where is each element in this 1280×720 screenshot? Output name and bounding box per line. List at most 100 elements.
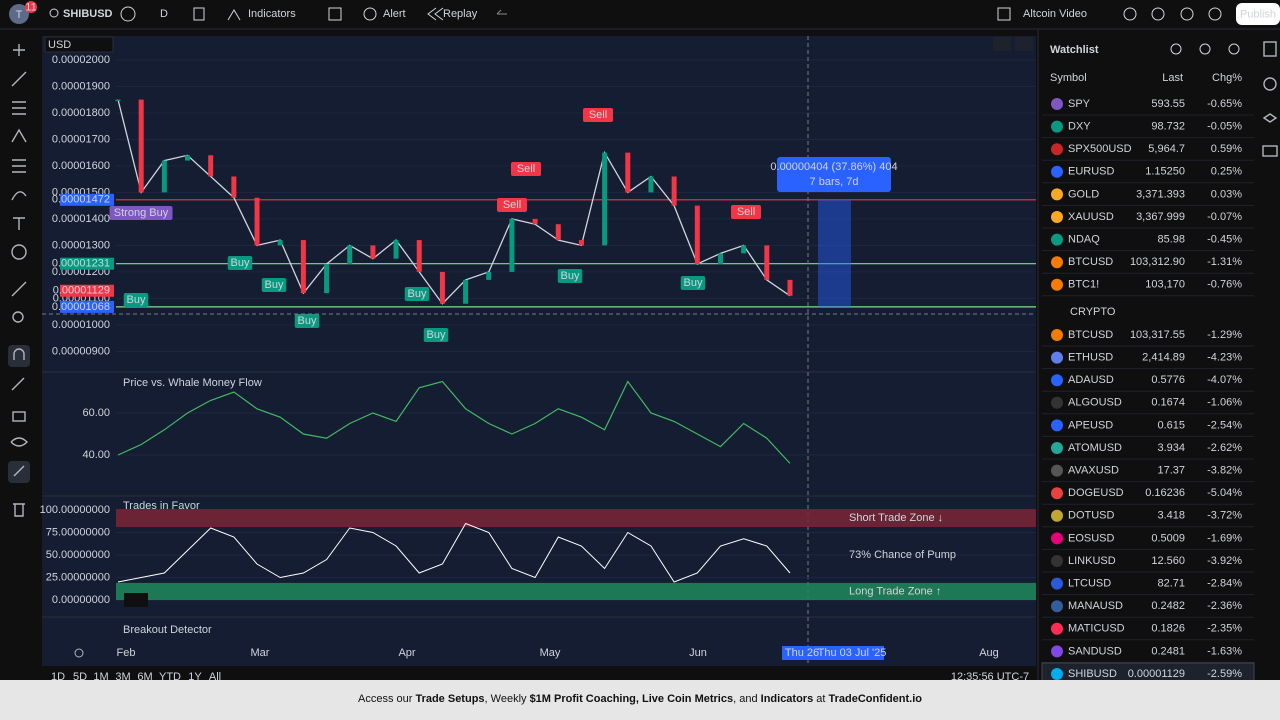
symbol-icon <box>1051 600 1063 613</box>
visibility-tool[interactable] <box>10 437 28 447</box>
candle <box>254 197 260 246</box>
symbol[interactable]: DXY <box>1068 121 1091 133</box>
currency-box[interactable] <box>44 36 114 53</box>
crosshair-tool[interactable] <box>13 44 25 56</box>
symbol[interactable]: SANDUSD <box>1068 645 1122 657</box>
watchlist-action[interactable] <box>1228 43 1240 55</box>
publish-box[interactable] <box>1236 3 1280 25</box>
symbol[interactable]: EURUSD <box>1068 166 1115 178</box>
lock-tool[interactable] <box>12 411 26 422</box>
measure-zone <box>818 199 851 307</box>
range-button[interactable]: 1M <box>93 671 108 683</box>
pattern-tool[interactable] <box>11 128 27 143</box>
watchlist-action[interactable] <box>1170 43 1182 55</box>
change: -1.69% <box>1207 532 1242 544</box>
settings-button[interactable] <box>1015 37 1033 51</box>
draw-lock[interactable] <box>11 377 25 391</box>
signal-label: Buy <box>231 257 250 269</box>
symbol-icon <box>1051 645 1063 658</box>
symbol[interactable]: EOSUSD <box>1068 532 1115 544</box>
range-button[interactable]: 6M <box>137 671 152 683</box>
symbol[interactable]: LTCUSD <box>1068 578 1111 590</box>
toolbar-icon[interactable] <box>1123 7 1137 21</box>
compare-button[interactable] <box>120 6 136 22</box>
range-button[interactable]: YTD <box>159 671 181 683</box>
section-label[interactable]: CRYPTO <box>1070 306 1116 318</box>
watchlist-action[interactable] <box>1199 43 1211 55</box>
range-button[interactable]: 1D <box>51 671 65 683</box>
alert-icon[interactable] <box>363 7 377 21</box>
range-button[interactable]: All <box>209 671 221 683</box>
avatar-letter[interactable]: T <box>16 9 23 21</box>
symbol[interactable]: APEUSD <box>1068 419 1113 431</box>
range-button[interactable]: 1Y <box>188 671 202 683</box>
toolbar-icon[interactable] <box>1208 7 1222 21</box>
magnet-active[interactable] <box>8 345 30 367</box>
link-tool[interactable] <box>13 465 25 477</box>
delete-tool[interactable] <box>13 503 25 517</box>
zoom-tool[interactable] <box>12 311 24 323</box>
layers-icon[interactable] <box>1262 113 1278 123</box>
range-button[interactable]: 3M <box>115 671 130 683</box>
symbol[interactable]: BTC1! <box>1068 279 1099 291</box>
magnet-tool[interactable] <box>13 348 25 360</box>
text-tool[interactable] <box>13 217 25 230</box>
time-settings[interactable] <box>74 648 84 658</box>
change: 0.03% <box>1211 188 1242 200</box>
symbol[interactable]: NDAQ <box>1068 234 1100 246</box>
publish-button[interactable]: Publish <box>1240 8 1276 20</box>
symbol[interactable]: BTCUSD <box>1068 329 1113 341</box>
y-tick-label: 25.00000000 <box>46 571 110 583</box>
change: -2.35% <box>1207 623 1242 635</box>
replay-icon[interactable] <box>427 7 444 21</box>
indicators-icon[interactable] <box>227 9 241 21</box>
indicators-button[interactable]: Indicators <box>248 8 296 20</box>
symbol[interactable]: MANAUSD <box>1068 600 1123 612</box>
symbol[interactable]: ETHUSD <box>1068 352 1113 364</box>
symbol[interactable]: SHIBUSD <box>1068 668 1117 680</box>
symbol[interactable]: XAUUSD <box>1068 211 1114 223</box>
symbol[interactable]: AVAXUSD <box>1068 465 1119 477</box>
symbol[interactable]: ATOMUSD <box>1068 442 1122 454</box>
watchlist-title[interactable]: Watchlist <box>1050 44 1099 56</box>
trend-line-tool[interactable] <box>11 71 27 87</box>
chart-type-icon[interactable] <box>193 7 205 21</box>
toolbar-icon[interactable] <box>1180 7 1194 21</box>
symbol[interactable]: SPX500USD <box>1068 143 1132 155</box>
range-button[interactable]: 5D <box>73 671 87 683</box>
currency[interactable]: USD <box>48 39 71 51</box>
symbol[interactable]: DOGEUSD <box>1068 487 1124 499</box>
brush-tool[interactable] <box>11 191 27 201</box>
interval[interactable]: D <box>160 8 168 20</box>
fib-tool[interactable] <box>12 101 26 115</box>
candle <box>370 245 376 259</box>
layout-name[interactable]: Altcoin Video <box>1023 8 1087 20</box>
symbol[interactable]: LINKUSD <box>1068 555 1116 567</box>
link-active[interactable] <box>8 461 30 483</box>
layout-checkbox[interactable] <box>997 7 1011 21</box>
undo-icon[interactable] <box>496 9 507 15</box>
chat-icon[interactable] <box>1262 145 1278 157</box>
alert-button[interactable]: Alert <box>383 8 406 20</box>
symbol-icon <box>1051 532 1063 545</box>
symbol[interactable]: SHIBUSD <box>63 8 113 20</box>
symbol[interactable]: BTCUSD <box>1068 256 1113 268</box>
symbol[interactable]: ALGOUSD <box>1068 397 1122 409</box>
symbol[interactable]: GOLD <box>1068 188 1099 200</box>
measure-tool[interactable] <box>11 281 27 297</box>
symbol[interactable]: SPY <box>1068 98 1091 110</box>
candle <box>486 271 492 280</box>
replay-button[interactable]: Replay <box>443 8 478 20</box>
symbol[interactable]: DOTUSD <box>1068 510 1115 522</box>
symbol[interactable]: MATICUSD <box>1068 623 1125 635</box>
alerts-icon[interactable] <box>1263 77 1277 91</box>
scroll-button[interactable] <box>993 37 1011 51</box>
watchlist-icon[interactable] <box>1263 41 1277 57</box>
forecast-tool[interactable] <box>12 159 26 173</box>
symbol-search-icon[interactable] <box>49 8 59 18</box>
toolbar-icon[interactable] <box>1151 7 1165 21</box>
symbol[interactable]: ADAUSD <box>1068 374 1114 386</box>
templates-icon[interactable] <box>328 7 342 21</box>
emoji-tool[interactable] <box>11 244 27 260</box>
